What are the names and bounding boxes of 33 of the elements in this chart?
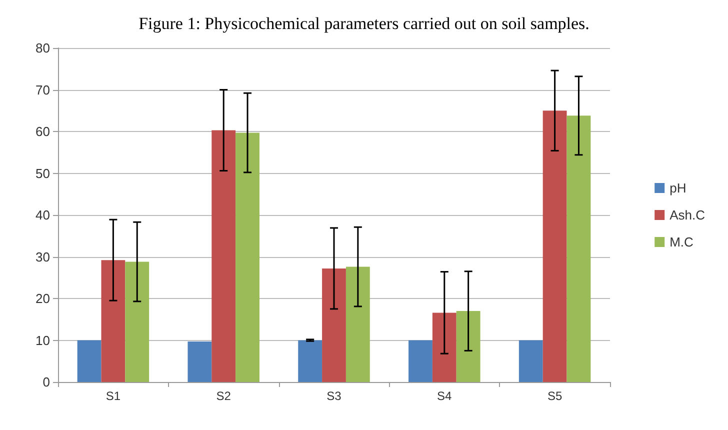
bar	[236, 132, 260, 382]
y-tick-label: 70	[36, 82, 50, 98]
bar	[518, 340, 543, 382]
y-tick-label: 40	[36, 208, 50, 222]
bar	[322, 268, 346, 382]
x-tick-label: S4	[437, 389, 452, 403]
y-tick-label: 60	[36, 124, 50, 139]
bar	[101, 260, 126, 382]
chart-title: Figure 1: Physicochemical parameters carried out on soil samples.	[138, 14, 590, 33]
legend-label: Ash.C	[670, 208, 706, 222]
bar	[298, 340, 322, 382]
legend-label: pH	[670, 180, 686, 196]
x-tick-label: S3	[326, 389, 342, 403]
y-tick-label: 0	[42, 374, 50, 390]
legend-label: M.C	[670, 234, 694, 250]
bar	[346, 266, 370, 382]
bar	[432, 312, 456, 382]
bar	[408, 340, 432, 382]
bar	[188, 342, 212, 382]
x-tick-label: S5	[547, 389, 562, 403]
bar	[125, 262, 150, 382]
y-tick-label: 30	[36, 249, 50, 264]
bar	[456, 311, 480, 382]
y-tick-label: 50	[36, 166, 50, 181]
bar	[566, 116, 591, 382]
x-tick-label: S1	[106, 389, 121, 403]
bar	[77, 340, 102, 382]
bar	[212, 130, 236, 382]
y-tick-label: 20	[36, 291, 50, 306]
x-tick-label: S2	[216, 389, 232, 403]
bar	[542, 110, 567, 382]
y-tick-label: 10	[36, 332, 50, 348]
y-tick-label: 80	[36, 40, 50, 56]
